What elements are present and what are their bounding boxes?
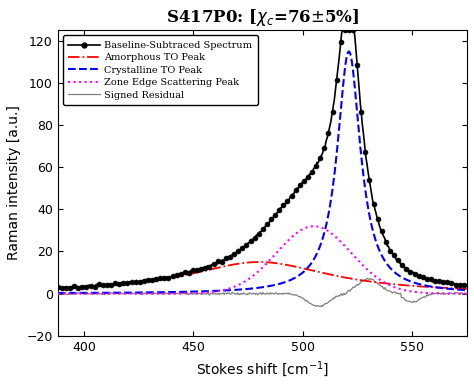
X-axis label: Stokes shift [cm$^{-1}$]: Stokes shift [cm$^{-1}$] <box>196 359 329 379</box>
Legend: Baseline-Subtraced Spectrum, Amorphous TO Peak, Crystalline TO Peak, Zone Edge S: Baseline-Subtraced Spectrum, Amorphous T… <box>63 35 258 105</box>
Title: S417P0: [$\chi_c$=76$\pm$5%]: S417P0: [$\chi_c$=76$\pm$5%] <box>166 7 359 28</box>
Y-axis label: Raman intensity [a.u.]: Raman intensity [a.u.] <box>7 106 21 261</box>
